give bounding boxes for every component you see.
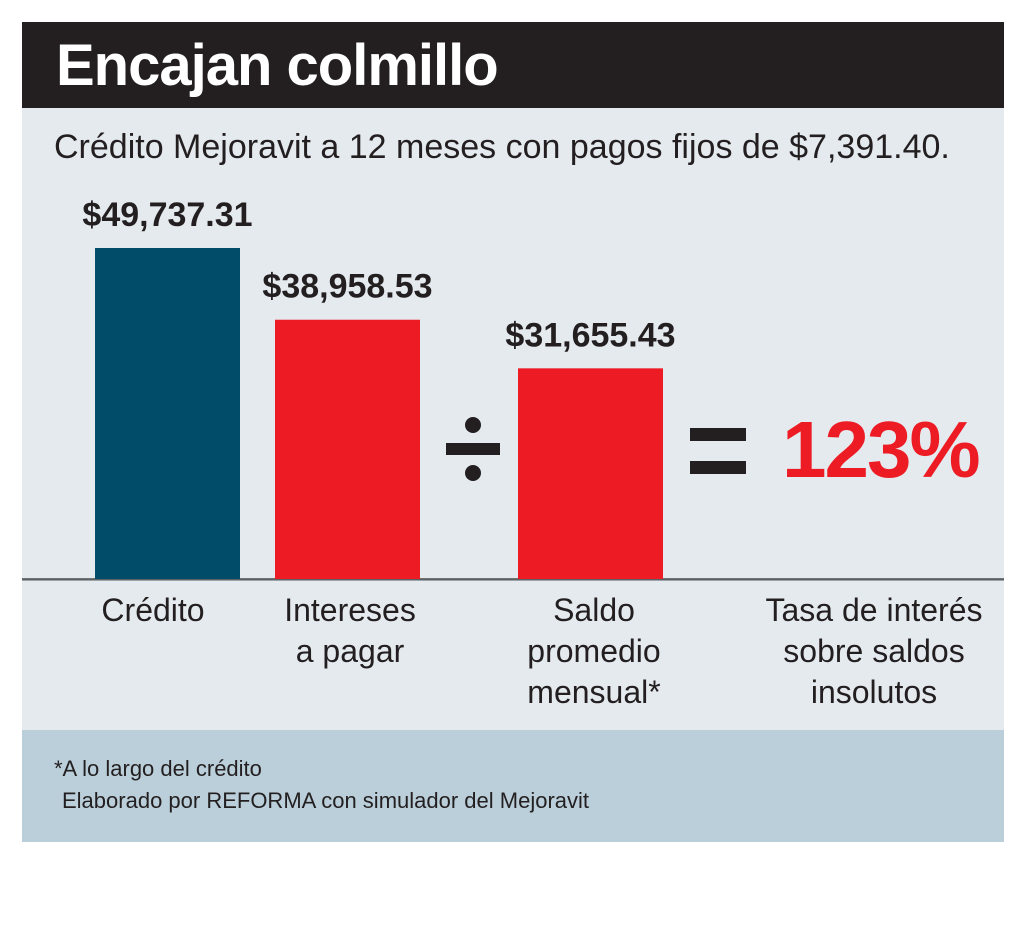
equals-bar-top xyxy=(690,428,746,441)
bar-chart: $49,737.31 $38,958.53 $31,655.43 123% xyxy=(22,196,1004,581)
equals-bar-bottom xyxy=(690,461,746,474)
chart-title: Encajan colmillo xyxy=(56,33,499,98)
category-label-credito: Crédito xyxy=(101,592,205,628)
footer: *A lo largo del crédito Elaborado por RE… xyxy=(22,730,1004,842)
divide-dot-bottom xyxy=(465,465,481,481)
bar-1 xyxy=(275,319,420,579)
divide-bar xyxy=(446,443,500,455)
bar-0 xyxy=(95,248,240,579)
category-label-saldo: Saldo promedio mensual* xyxy=(527,592,661,710)
chart-subtitle: Crédito Mejoravit a 12 meses con pagos f… xyxy=(54,128,950,166)
result-value: 123% xyxy=(782,405,979,494)
divide-dot-top xyxy=(465,417,481,433)
value-label-2: $31,655.43 xyxy=(505,316,675,354)
bar-2 xyxy=(518,368,663,579)
value-label-0: $49,737.31 xyxy=(82,196,252,234)
category-label-intereses: Intereses a pagar xyxy=(284,592,416,669)
baseline-shadow xyxy=(22,579,1004,581)
result-label: Tasa de interés sobre saldos insolutos xyxy=(765,592,983,710)
source-note: Elaborado por REFORMA con simulador del … xyxy=(62,788,590,813)
infographic-card: Encajan colmillo Crédito Mejoravit a 12 … xyxy=(22,22,1004,842)
value-label-1: $38,958.53 xyxy=(262,268,432,306)
footnote: *A lo largo del crédito xyxy=(54,756,262,781)
title-bar: Encajan colmillo xyxy=(22,22,1004,108)
